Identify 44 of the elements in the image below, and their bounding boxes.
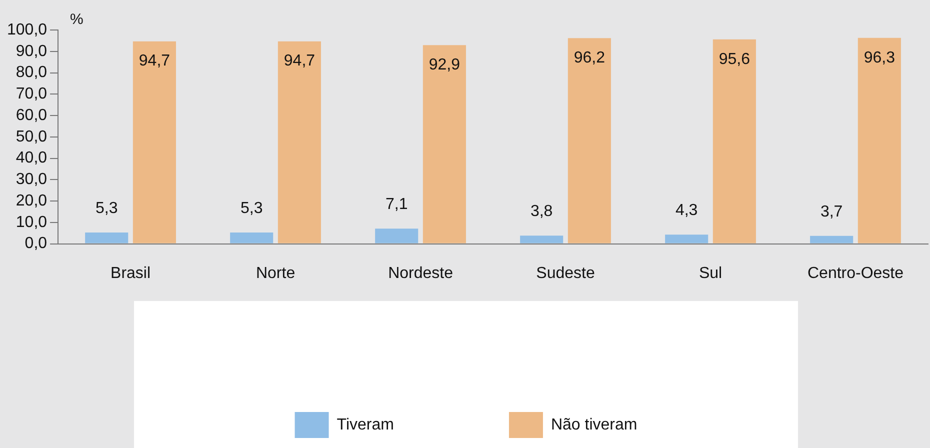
- bar: [85, 232, 128, 244]
- bar: [278, 41, 321, 244]
- bar: [520, 236, 564, 244]
- bar: [712, 39, 756, 244]
- y-tick-label: 80,0: [16, 64, 48, 82]
- x-tick-label: Centro-Oeste: [807, 264, 904, 282]
- y-tick-label: 10,0: [16, 214, 48, 231]
- data-label: 95,6: [718, 50, 750, 68]
- data-label: 3,8: [530, 203, 553, 220]
- data-label: 5,3: [95, 200, 118, 217]
- y-tick-label: 50,0: [16, 128, 48, 146]
- y-tick-label: 90,0: [16, 42, 48, 60]
- bar: [858, 38, 901, 244]
- y-tick-label: 60,0: [16, 106, 48, 124]
- legend-label: Tiveram: [336, 416, 394, 434]
- y-tick-label: 0,0: [24, 235, 48, 252]
- x-tick-label: Nordeste: [388, 264, 454, 282]
- data-label: 5,3: [240, 200, 263, 217]
- bar: [422, 45, 466, 244]
- data-label: 96,2: [574, 50, 606, 67]
- y-tick-label: 30,0: [16, 171, 48, 188]
- data-label: 96,3: [864, 49, 896, 66]
- x-tick-label: Norte: [256, 264, 296, 282]
- legend-label: Não tiveram: [550, 416, 638, 434]
- y-tick-label: 70,0: [16, 86, 48, 103]
- y-axis-title: %: [70, 11, 84, 28]
- bar: [810, 236, 854, 244]
- bar: [665, 234, 708, 244]
- bar: [568, 38, 611, 244]
- bar: [132, 41, 176, 244]
- data-label: 94,7: [138, 52, 170, 70]
- x-tick-label: Sul: [698, 264, 722, 282]
- x-tick-label: Brasil: [110, 264, 151, 282]
- bar: [375, 228, 418, 244]
- bar: [230, 232, 274, 244]
- y-tick-label: 100,0: [6, 21, 48, 38]
- data-label: 92,9: [428, 56, 460, 74]
- x-tick-label: Sudeste: [536, 264, 595, 282]
- data-label: 3,7: [820, 203, 843, 220]
- y-tick-label: 20,0: [16, 192, 48, 210]
- y-tick-label: 40,0: [16, 150, 48, 167]
- data-label: 94,7: [284, 52, 316, 70]
- data-label: 7,1: [385, 196, 408, 214]
- data-label: 4,3: [675, 202, 698, 220]
